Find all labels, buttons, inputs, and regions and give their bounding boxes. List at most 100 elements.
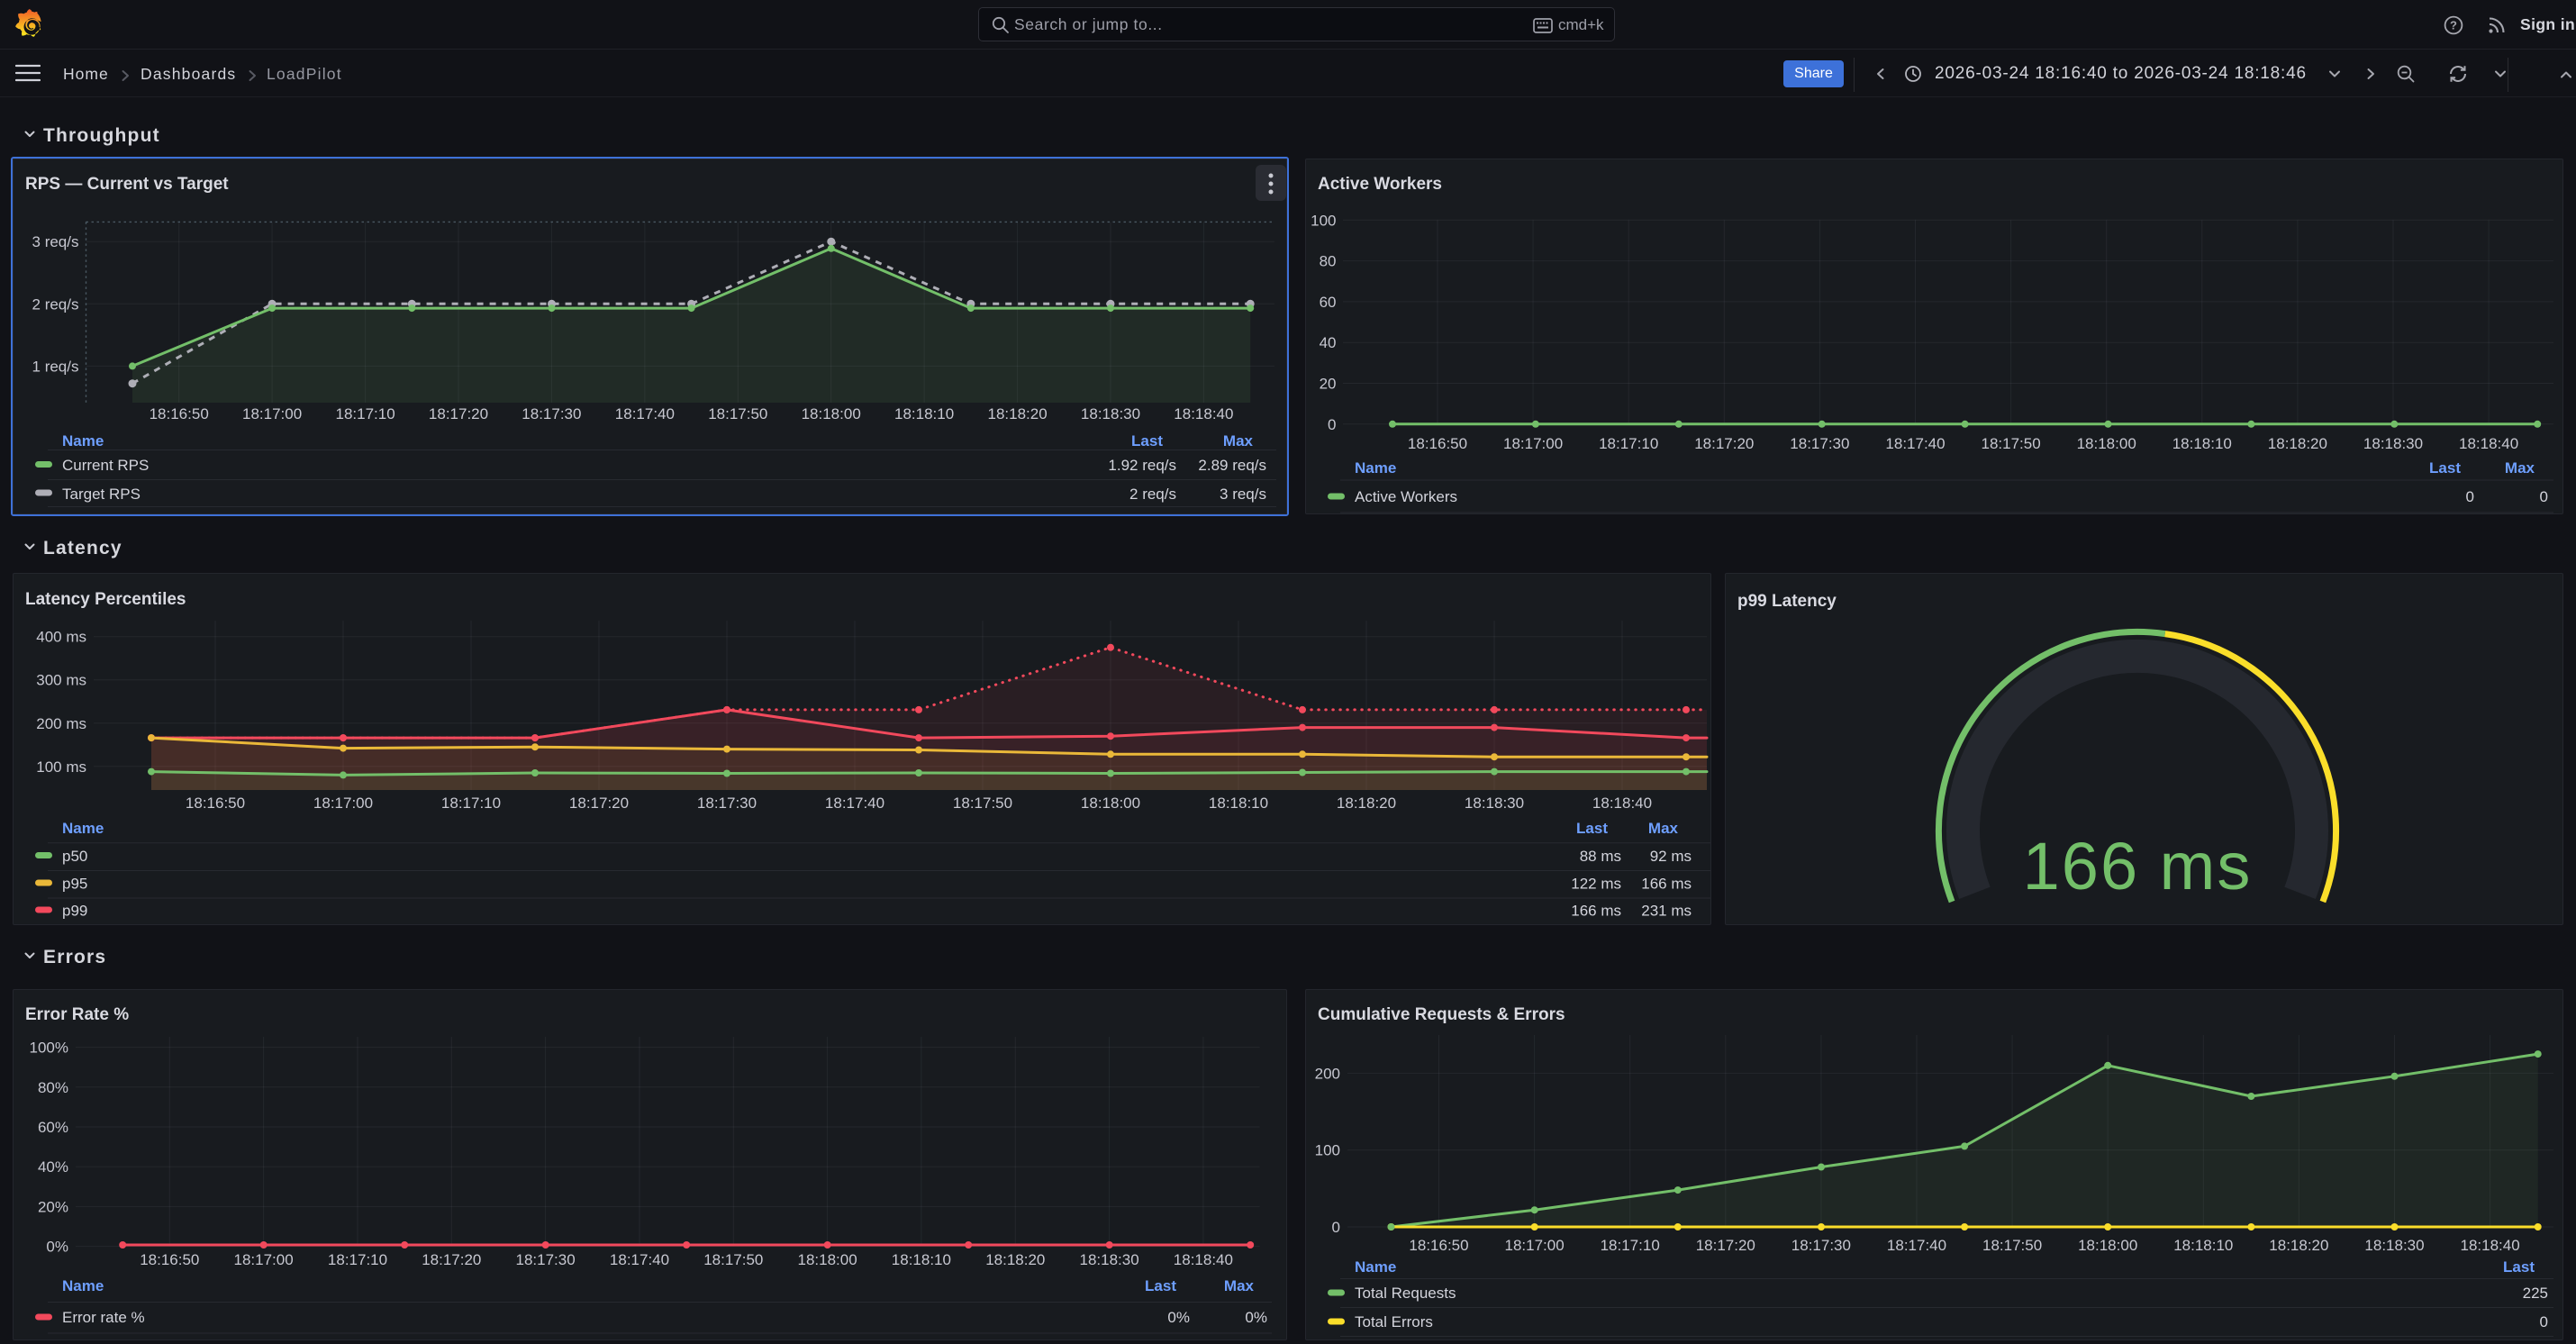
svg-text:18:18:10: 18:18:10 (2172, 435, 2232, 452)
svg-text:2 req/s: 2 req/s (32, 295, 79, 313)
svg-text:18:18:10: 18:18:10 (892, 1251, 951, 1268)
svg-text:Name: Name (1355, 1258, 1396, 1276)
svg-text:300 ms: 300 ms (36, 672, 86, 689)
svg-text:18:16:50: 18:16:50 (186, 795, 245, 812)
svg-text:p99: p99 (62, 903, 87, 920)
svg-text:18:17:20: 18:17:20 (569, 795, 629, 812)
svg-text:1.92 req/s: 1.92 req/s (1108, 457, 1176, 474)
svg-text:18:17:50: 18:17:50 (1982, 435, 2041, 452)
svg-text:Current RPS: Current RPS (62, 457, 149, 474)
svg-text:60: 60 (1320, 294, 1337, 311)
svg-text:Target RPS: Target RPS (62, 486, 141, 503)
svg-text:p99 Latency: p99 Latency (1737, 592, 1837, 611)
svg-text:18:18:00: 18:18:00 (1081, 795, 1140, 812)
svg-text:122 ms: 122 ms (1571, 876, 1621, 893)
svg-text:18:17:30: 18:17:30 (1790, 435, 1849, 452)
svg-text:Max: Max (2505, 459, 2535, 477)
svg-text:100: 100 (1315, 1142, 1340, 1159)
svg-text:18:17:10: 18:17:10 (328, 1251, 387, 1268)
svg-text:18:18:20: 18:18:20 (985, 1251, 1045, 1268)
svg-text:Name: Name (1355, 459, 1396, 477)
svg-text:100%: 100% (30, 1040, 68, 1057)
svg-text:2.89 req/s: 2.89 req/s (1198, 457, 1266, 474)
svg-text:18:17:00: 18:17:00 (1505, 1237, 1565, 1254)
svg-text:20%: 20% (38, 1198, 68, 1215)
svg-text:RPS — Current vs Target: RPS — Current vs Target (25, 175, 229, 194)
svg-text:0: 0 (1332, 1219, 1340, 1236)
svg-text:0: 0 (1328, 416, 1336, 433)
svg-text:18:16:50: 18:16:50 (140, 1251, 199, 1268)
svg-text:80: 80 (1320, 253, 1337, 270)
svg-text:18:17:00: 18:17:00 (1503, 435, 1563, 452)
svg-text:18:18:10: 18:18:10 (2173, 1237, 2233, 1254)
svg-text:18:18:30: 18:18:30 (1080, 1251, 1139, 1268)
svg-text:2 req/s: 2 req/s (1129, 486, 1176, 503)
svg-text:18:17:30: 18:17:30 (1791, 1237, 1851, 1254)
svg-text:40: 40 (1320, 334, 1337, 351)
svg-text:18:18:00: 18:18:00 (2077, 435, 2136, 452)
svg-text:18:18:00: 18:18:00 (802, 405, 861, 422)
svg-text:18:17:20: 18:17:20 (429, 405, 488, 422)
svg-text:Active Workers: Active Workers (1318, 175, 1442, 194)
svg-text:18:17:50: 18:17:50 (953, 795, 1012, 812)
svg-text:Total Errors: Total Errors (1355, 1313, 1433, 1330)
svg-text:18:18:30: 18:18:30 (1465, 795, 1524, 812)
svg-text:18:18:40: 18:18:40 (2461, 1237, 2520, 1254)
svg-text:18:18:10: 18:18:10 (1209, 795, 1268, 812)
svg-text:0%: 0% (1167, 1309, 1190, 1326)
svg-text:Last: Last (2429, 459, 2461, 477)
svg-text:92 ms: 92 ms (1650, 848, 1692, 865)
svg-text:18:18:30: 18:18:30 (1081, 405, 1140, 422)
svg-text:18:18:30: 18:18:30 (2364, 1237, 2424, 1254)
svg-text:100 ms: 100 ms (36, 758, 86, 776)
svg-text:200: 200 (1315, 1065, 1340, 1082)
svg-text:18:17:40: 18:17:40 (615, 405, 675, 422)
svg-text:166 ms: 166 ms (1641, 876, 1692, 893)
svg-text:Error rate %: Error rate % (62, 1309, 145, 1326)
svg-text:18:16:50: 18:16:50 (1409, 1237, 1468, 1254)
svg-text:Total Requests: Total Requests (1355, 1285, 1456, 1302)
svg-text:Latency Percentiles: Latency Percentiles (25, 590, 186, 609)
svg-text:100: 100 (1311, 212, 1336, 229)
svg-text:18:17:20: 18:17:20 (1696, 1237, 1755, 1254)
svg-text:18:17:50: 18:17:50 (703, 1251, 763, 1268)
svg-text:166 ms: 166 ms (2023, 829, 2253, 904)
svg-text:Last: Last (1145, 1277, 1176, 1294)
svg-text:18:17:30: 18:17:30 (697, 795, 757, 812)
svg-text:3 req/s: 3 req/s (1220, 486, 1266, 503)
svg-text:20: 20 (1320, 376, 1337, 393)
svg-text:Max: Max (1223, 432, 1254, 450)
svg-text:225: 225 (2523, 1285, 2548, 1302)
svg-text:Last: Last (2503, 1258, 2535, 1276)
svg-text:200 ms: 200 ms (36, 715, 86, 732)
svg-text:18:17:30: 18:17:30 (522, 405, 581, 422)
svg-text:18:18:00: 18:18:00 (2078, 1237, 2137, 1254)
svg-text:18:17:10: 18:17:10 (336, 405, 395, 422)
svg-text:18:17:00: 18:17:00 (242, 405, 302, 422)
svg-text:18:17:30: 18:17:30 (516, 1251, 576, 1268)
svg-text:18:18:40: 18:18:40 (2459, 435, 2518, 452)
svg-text:?: ? (2450, 19, 2457, 32)
svg-text:Name: Name (62, 820, 104, 837)
svg-text:18:17:40: 18:17:40 (825, 795, 884, 812)
svg-text:18:17:00: 18:17:00 (313, 795, 373, 812)
svg-text:Max: Max (1648, 820, 1679, 837)
svg-text:18:17:10: 18:17:10 (441, 795, 501, 812)
svg-text:40%: 40% (38, 1158, 68, 1176)
svg-text:18:17:50: 18:17:50 (1982, 1237, 2042, 1254)
svg-text:Cumulative Requests & Errors: Cumulative Requests & Errors (1318, 1005, 1565, 1024)
svg-text:18:17:40: 18:17:40 (610, 1251, 669, 1268)
svg-text:18:17:20: 18:17:20 (1694, 435, 1754, 452)
svg-text:18:18:20: 18:18:20 (1337, 795, 1396, 812)
svg-text:18:18:20: 18:18:20 (2268, 435, 2327, 452)
svg-text:18:18:40: 18:18:40 (1592, 795, 1652, 812)
svg-text:400 ms: 400 ms (36, 629, 86, 646)
svg-text:18:18:20: 18:18:20 (2269, 1237, 2328, 1254)
svg-text:18:17:40: 18:17:40 (1887, 1237, 1946, 1254)
svg-text:Name: Name (62, 432, 104, 450)
svg-text:80%: 80% (38, 1079, 68, 1096)
svg-text:18:16:50: 18:16:50 (1408, 435, 1467, 452)
svg-text:166 ms: 166 ms (1571, 903, 1621, 920)
svg-text:60%: 60% (38, 1119, 68, 1136)
svg-text:Max: Max (1224, 1277, 1255, 1294)
